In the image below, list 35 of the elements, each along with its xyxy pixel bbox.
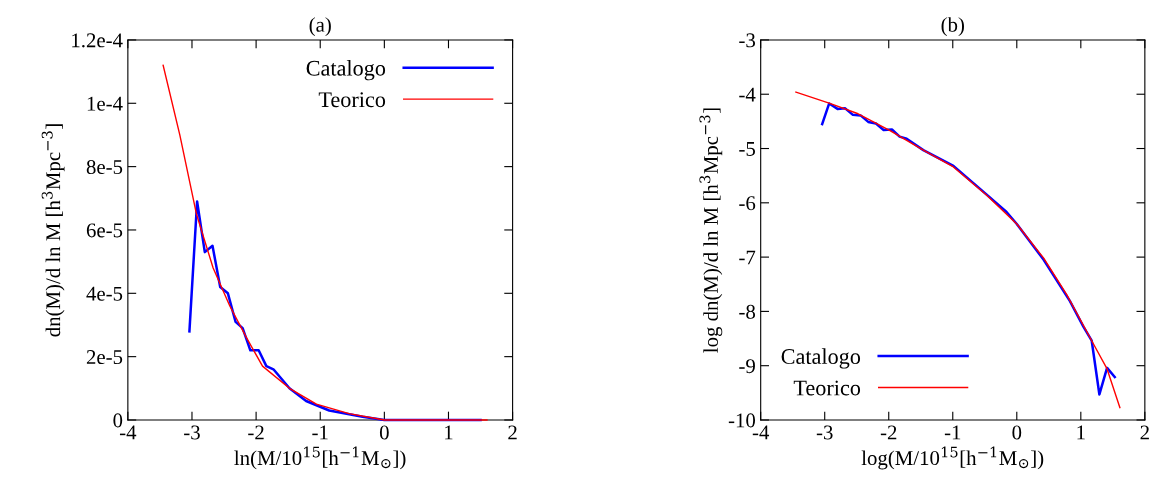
y-tick-label: 6e-5 <box>86 223 123 238</box>
y-axis-title: log dn(M)/d ln M [h$^{3}$Mpc$^{−3}$] <box>699 108 723 353</box>
y-tick-label: -6 <box>739 196 756 211</box>
y-tick-label: 8e-5 <box>86 159 123 175</box>
y-axis-title: dn(M)/d ln M [h$^{3}$Mpc$^{−3}$] <box>41 124 65 337</box>
y-tick-label: 1.2e-4 <box>72 33 123 48</box>
x-axis-title: log(M/10$^{15}$[h$^{−1}$M$_{⊙}$]) <box>861 446 1044 470</box>
x-tick-label: 0 <box>379 425 389 440</box>
x-tick-label: 0 <box>1012 425 1022 440</box>
legend-label: Teorico <box>318 92 386 108</box>
x-tick-label: -3 <box>816 425 833 440</box>
y-tick-label: -5 <box>739 142 756 156</box>
y-tick-label: 4e-5 <box>86 286 123 301</box>
legend-label: Teorico <box>793 380 861 396</box>
x-tick-label: -2 <box>880 425 897 440</box>
x-tick-label: 1 <box>445 425 453 440</box>
x-tick-label: -3 <box>184 425 200 440</box>
chart-title: (a) <box>309 17 331 37</box>
legend-label: Catalogo <box>306 60 386 81</box>
y-tick-label: -4 <box>739 87 756 102</box>
x-tick-label: -2 <box>248 425 264 440</box>
y-tick-label: 1e-4 <box>87 96 123 111</box>
x-tick-label: 1 <box>1077 425 1085 440</box>
x-tick-label: 2 <box>508 425 517 440</box>
x-tick-label: -1 <box>944 425 961 440</box>
y-tick-label: -8 <box>739 304 756 319</box>
chart-title: (b) <box>941 17 964 37</box>
legend-label: Catalogo <box>781 348 861 369</box>
x-axis-title: ln(M/10$^{15}$[h$^{−1}$M$_{⊙}$]) <box>234 446 406 470</box>
y-tick-label: 2e-5 <box>86 350 123 365</box>
y-tick-label: -7 <box>739 250 756 265</box>
x-tick-label: 2 <box>1140 425 1149 440</box>
x-tick-label: -1 <box>312 425 328 440</box>
y-tick-label: -9 <box>739 359 755 374</box>
y-tick-label: -3 <box>739 33 756 48</box>
